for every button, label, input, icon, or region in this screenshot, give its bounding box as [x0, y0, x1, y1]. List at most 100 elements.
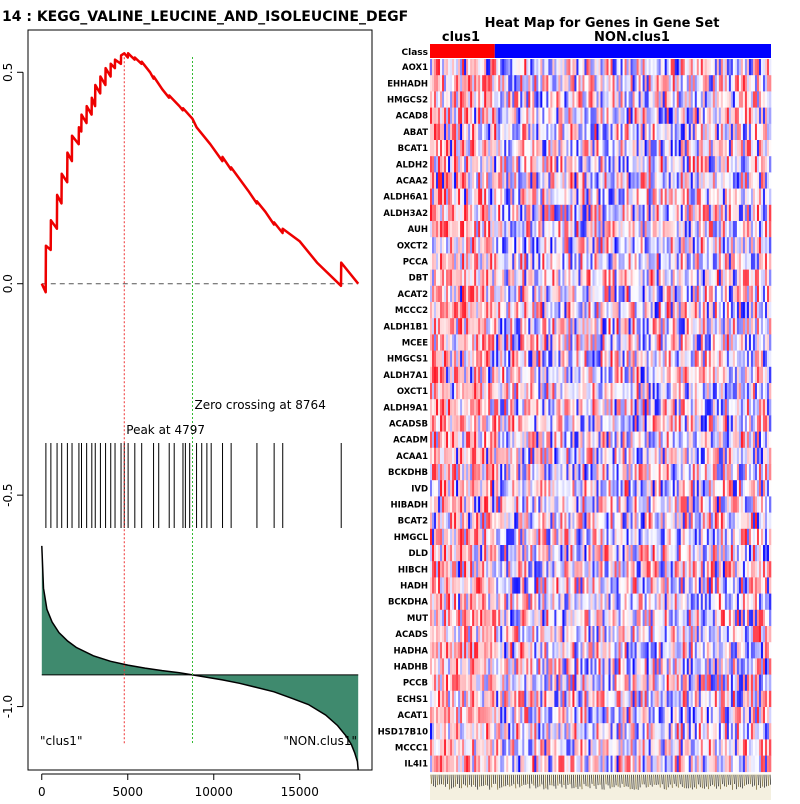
heatmap-cell	[536, 108, 538, 125]
heatmap-cell	[723, 140, 725, 157]
heatmap-cell	[496, 367, 498, 384]
heatmap-cell	[436, 189, 438, 206]
heatmap-cell	[476, 399, 478, 416]
heatmap-cell	[492, 156, 494, 173]
heatmap-cell	[512, 237, 514, 254]
heatmap-cell	[574, 302, 576, 319]
heatmap-cell	[637, 302, 639, 319]
heatmap-cell	[627, 415, 629, 432]
heatmap-cell	[464, 221, 466, 238]
heatmap-cell	[588, 189, 590, 206]
heatmap-cell	[621, 513, 623, 530]
heatmap-cell	[490, 172, 492, 189]
heatmap-cell	[494, 480, 496, 497]
heatmap-cell	[695, 253, 697, 270]
heatmap-cell	[691, 318, 693, 335]
heatmap-cell	[651, 124, 653, 141]
heatmap-cell	[733, 367, 735, 384]
heatmap-cell	[717, 108, 719, 125]
heatmap-cell	[687, 383, 689, 400]
heatmap-cell	[617, 318, 619, 335]
heatmap-cell	[627, 205, 629, 222]
heatmap-cell	[570, 237, 572, 254]
heatmap-cell	[763, 172, 765, 189]
heatmap-cell	[713, 237, 715, 254]
heatmap-cell	[665, 318, 667, 335]
heatmap-cell	[709, 108, 711, 125]
heatmap-cell	[681, 91, 683, 108]
heatmap-cell	[769, 205, 771, 222]
heatmap-cell	[492, 59, 494, 76]
heatmap-cell	[635, 172, 637, 189]
heatmap-cell	[685, 124, 687, 141]
heatmap-cell	[623, 415, 625, 432]
heatmap-cell	[731, 108, 733, 125]
heatmap-cell	[494, 140, 496, 157]
heatmap-cell	[699, 205, 701, 222]
heatmap-cell	[647, 318, 649, 335]
heatmap-cell	[601, 221, 603, 238]
heatmap-cell	[769, 496, 771, 513]
heatmap-cell	[665, 108, 667, 125]
heatmap-cell	[450, 302, 452, 319]
heatmap-cell	[534, 399, 536, 416]
heatmap-cell	[691, 189, 693, 206]
heatmap-cell	[492, 189, 494, 206]
heatmap-cell	[751, 75, 753, 92]
heatmap-cell	[691, 415, 693, 432]
heatmap-cell	[536, 383, 538, 400]
heatmap-cell	[761, 156, 763, 173]
heatmap-cell	[478, 448, 480, 465]
heatmap-cell	[643, 253, 645, 270]
heatmap-cell	[693, 399, 695, 416]
heatmap-cell	[607, 367, 609, 384]
heatmap-cell	[615, 124, 617, 141]
heatmap-cell	[496, 480, 498, 497]
heatmap-cell	[761, 464, 763, 481]
heatmap-cell	[653, 464, 655, 481]
heatmap-cell	[556, 172, 558, 189]
heatmap-cell	[727, 496, 729, 513]
heatmap-cell	[713, 318, 715, 335]
heatmap-cell	[691, 221, 693, 238]
heatmap-cell	[765, 189, 767, 206]
heatmap-cell	[745, 334, 747, 351]
heatmap-cell	[478, 302, 480, 319]
heatmap-cell	[494, 75, 496, 92]
heatmap-cell	[639, 189, 641, 206]
heatmap-cell	[538, 318, 540, 335]
heatmap-cell	[472, 59, 474, 76]
heatmap-cell	[669, 448, 671, 465]
heatmap-cell	[623, 140, 625, 157]
heatmap-cell	[615, 205, 617, 222]
heatmap-cell	[605, 496, 607, 513]
heatmap-cell	[448, 399, 450, 416]
heatmap-cell	[538, 513, 540, 530]
y-axis: 0.50.0-0.5-1.0	[1, 63, 23, 719]
heatmap-cell	[578, 367, 580, 384]
heatmap-cell	[619, 59, 621, 76]
heatmap-cell	[667, 383, 669, 400]
heatmap-cell	[446, 496, 448, 513]
heatmap-cell	[496, 124, 498, 141]
heatmap-cell	[476, 432, 478, 449]
heatmap-cell	[542, 464, 544, 481]
heatmap-cell	[500, 59, 502, 76]
heatmap-cell	[735, 270, 737, 287]
heatmap-cell	[631, 286, 633, 303]
heatmap-cell	[719, 91, 721, 108]
heatmap-cell	[743, 432, 745, 449]
heatmap-cell	[697, 156, 699, 173]
heatmap-cell	[526, 140, 528, 157]
heatmap-cell	[603, 140, 605, 157]
heatmap-cell	[536, 334, 538, 351]
heatmap-cell	[482, 415, 484, 432]
heatmap-cell	[769, 448, 771, 465]
heatmap-cell	[675, 237, 677, 254]
heatmap-cell	[651, 480, 653, 497]
heatmap-cell	[761, 75, 763, 92]
heatmap-cell	[603, 302, 605, 319]
heatmap-cell	[677, 383, 679, 400]
heatmap-cell	[719, 399, 721, 416]
heatmap-cell	[438, 513, 440, 530]
